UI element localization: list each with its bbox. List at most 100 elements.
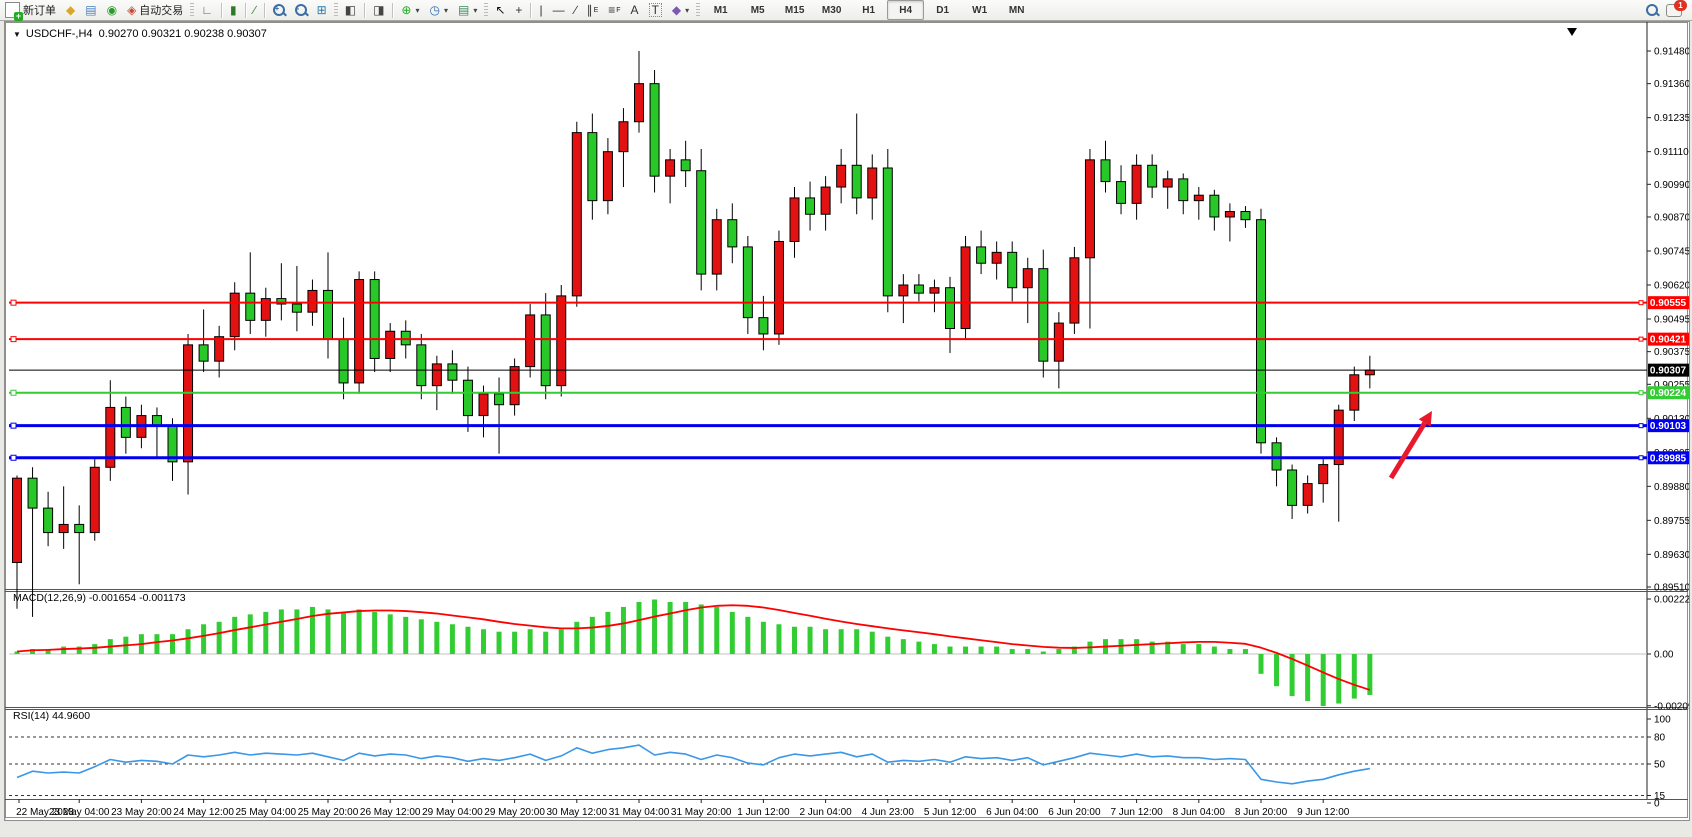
timeframe-mn-button[interactable]: MN [1008,4,1025,16]
timeframe-h4-button[interactable]: H4 [887,0,925,20]
bull-candle [478,393,489,417]
line-handle[interactable] [10,389,17,396]
toolbar-grip [333,3,338,17]
line-handle[interactable] [1638,300,1644,306]
line-handle[interactable] [10,299,17,306]
macd-histogram-bar [854,629,860,654]
line-handle[interactable] [1638,336,1644,342]
line-handle[interactable] [10,454,17,461]
chevron-down-icon[interactable]: ▼ [13,30,21,39]
dropdown-caret-icon[interactable]: ▾ [443,5,448,15]
timeframe-h1-button[interactable]: H1 [862,4,876,16]
line-handle[interactable] [1638,390,1644,396]
bull-candle [307,289,318,313]
date-tick-label: 8 Jun 04:00 [1173,807,1226,818]
macd-histogram-bar [1351,654,1357,699]
bull-candle [991,251,1002,264]
bull-candle [385,330,396,359]
date-tick-label: 25 May 04:00 [235,807,296,818]
macd-histogram-bar [403,616,409,654]
macd-histogram-bar [45,649,51,654]
date-tick-label: 7 Jun 12:00 [1110,807,1163,818]
bear-candle [727,219,738,248]
date-tick-label: 23 May 20:00 [111,807,172,818]
notifications-icon[interactable]: 1 [1666,0,1687,17]
date-tick-label: 6 Jun 20:00 [1048,807,1101,818]
macd-histogram-bar [465,626,471,654]
timeframe-m15-button[interactable]: M15 [784,4,805,16]
text-label-button[interactable]: T [644,0,667,20]
metaquotes-button[interactable]: ◆ [61,0,80,20]
cursor-button[interactable]: ↖ [490,0,510,20]
new-order-button[interactable]: + 新订单 [0,0,61,21]
bear-candle [1007,251,1018,289]
trendline-icon: ∕ [574,3,577,17]
macd-histogram-bar [216,621,222,654]
timeframe-m5-button[interactable]: M5 [750,4,765,16]
zoom-in-button[interactable]: + [268,0,290,20]
periods-button[interactable]: ◷ ▾ [425,0,454,20]
dropdown-caret-icon[interactable]: ▾ [473,5,478,15]
date-tick-label: 30 May 12:00 [546,807,607,818]
vertical-line-button[interactable]: | [534,0,547,20]
macd-histogram-bar [683,601,689,654]
text-button[interactable]: A [626,0,644,20]
crosshair-button[interactable]: + [510,0,527,20]
window-frame [5,22,1688,818]
bull-candle [229,292,240,338]
search-icon[interactable] [1646,4,1660,17]
trendline-button[interactable]: ∕ [570,0,582,20]
macd-histogram-bar [760,621,766,654]
zoom-out-button[interactable]: - [290,0,312,20]
trend-arrow-shaft[interactable] [1388,421,1427,480]
macd-histogram-bar [714,606,720,654]
templates-button[interactable]: ▤ ▾ [453,0,482,20]
bear-candle [913,284,924,294]
macd-histogram-bar [1289,654,1295,697]
timeframe-m1-button[interactable]: M1 [713,4,728,16]
macd-histogram-bar [61,646,67,654]
autotrading-icon: ◈ [127,3,137,17]
indicator-window-2-button[interactable]: ◨ [368,0,389,20]
date-tick-label: 9 Jun 12:00 [1297,807,1350,818]
macd-histogram-bar [543,631,549,654]
bear-candle [758,317,769,335]
line-handle[interactable] [1638,455,1644,461]
add-indicator-button[interactable]: ⊕ ▾ [396,0,424,20]
indicator-window-1-button[interactable]: ◧ [340,0,361,20]
bear-candle [416,344,427,387]
market-watch-button[interactable]: ▤ [80,0,101,20]
macd-histogram-bar [885,636,891,654]
channel-button[interactable]: ∥ E [582,0,604,20]
date-tick-label: 5 Jun 12:00 [924,807,977,818]
macd-histogram-bar [729,611,735,654]
line-handle[interactable] [1638,423,1644,429]
bear-candle [323,289,333,340]
chart-shift-marker-icon[interactable] [1567,28,1577,36]
fibonacci-button[interactable]: ≡ F [603,0,625,20]
toolbar-separator [221,2,223,18]
bull-candle [789,197,800,242]
tile-windows-button[interactable]: ⊞ [312,0,332,20]
chart-canvas: 0.91480 0.91360 0.91235 0.91110 0.90990 0.908… [5,22,1689,818]
line-handle[interactable] [10,336,17,343]
trend-arrow-head[interactable] [1418,411,1432,427]
gold-diamond-icon: ◆ [66,3,76,17]
horizontal-line-button[interactable]: — [548,0,570,20]
line-handle[interactable] [10,422,17,429]
macd-histogram-bar [76,646,82,654]
timeframe-w1-button[interactable]: W1 [972,4,988,16]
macd-histogram-bar [1040,651,1046,654]
dropdown-caret-icon[interactable]: ▾ [415,5,420,15]
timeframe-m30-button[interactable]: M30 [821,4,842,16]
bar-chart-button[interactable]: ∟ [196,0,218,20]
price-level-badge-text: 0.90224 [1650,388,1687,399]
candlestick-chart-button[interactable]: ▮ [225,0,242,20]
autotrading-button[interactable]: ◈ 自动交易 [122,0,188,20]
line-chart-button[interactable]: ∕ [249,0,261,20]
macd-histogram-bar [698,604,704,654]
timeframe-d1-button[interactable]: D1 [936,4,950,16]
arrows-button[interactable]: ◆ ▾ [667,0,694,20]
dropdown-caret-icon[interactable]: ▾ [685,5,690,15]
signals-button[interactable]: ◉ [102,0,122,20]
